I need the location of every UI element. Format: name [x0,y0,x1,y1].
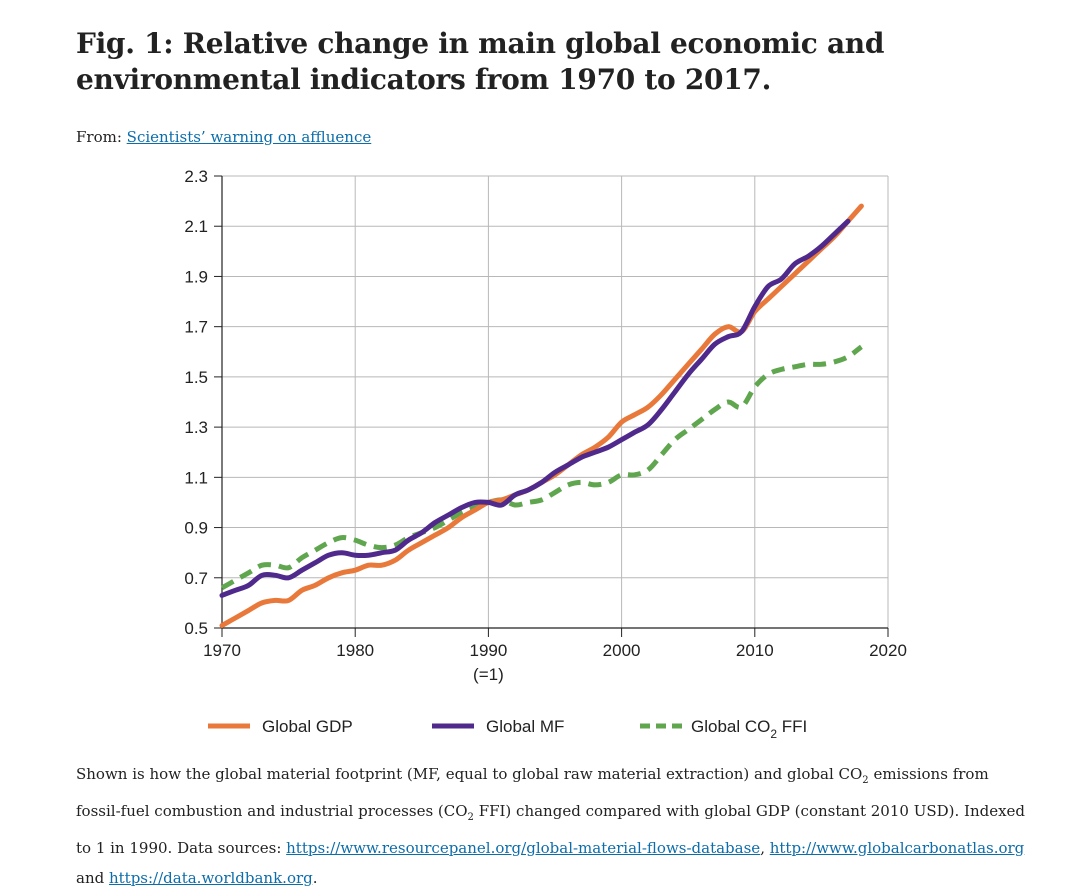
caption-text-1: Shown is how the global material footpri… [76,765,863,783]
y-tick-label: 2.1 [184,217,208,236]
y-tick-label: 1.1 [184,468,208,487]
axes: 0.5 0.7 0.9 1.1 1.3 1.5 1.7 1.9 2.1 2.3 1970 1980 19… [184,167,907,684]
caption-text-3: FFI) changed compared with global GDP (c… [76,802,1026,857]
caption-link-globalcarbonatlas[interactable]: http://www.globalcarbonatlas.org [769,839,1025,857]
caption-sub-2: 2 [467,812,474,823]
legend-label-co2: Global CO2 FFI [691,717,807,741]
x-tick-label: 1980 [336,641,374,660]
y-tick-label: 1.7 [184,318,208,337]
from-label: From: [76,128,122,146]
caption-text-5: and [76,869,109,887]
y-tick-label: 2.3 [184,167,208,186]
legend-co2-suffix: FFI [777,717,807,736]
caption-text-6: . [312,869,318,887]
x-tick-label: 2010 [736,641,774,660]
y-tick-label: 0.9 [184,519,208,538]
y-tick-label: 1.9 [184,267,208,286]
figure-title: Fig. 1: Relative change in main global e… [76,27,885,96]
y-tick-label: 0.5 [184,619,208,638]
series-lines [219,203,864,628]
x-tick-label: 1970 [203,641,241,660]
caption-sub-1: 2 [862,775,869,786]
source-article-link[interactable]: Scientists’ warning on affluence [126,128,372,146]
line-chart: 0.5 0.7 0.9 1.1 1.3 1.5 1.7 1.9 2.1 2.3 1970 1980 19… [184,167,907,741]
x-tick-label: 2000 [603,641,641,660]
y-tick-label: 1.3 [184,418,208,437]
grid [222,175,889,628]
caption-text-4: , [760,839,770,857]
from-line: From: Scientists’ warning on affluence [76,128,371,146]
legend-label-mf: Global MF [486,717,564,736]
x-tick-label: 1990 [469,641,507,660]
series-line-co2 [220,344,863,590]
x-tick-sublabel: (=1) [473,665,504,684]
figure-caption: Shown is how the global material footpri… [76,759,1036,893]
caption-link-resourcepanel[interactable]: https://www.resourcepanel.org/global-mat… [286,839,761,857]
legend-label-gdp: Global GDP [262,717,353,736]
caption-link-worldbank[interactable]: https://data.worldbank.org [108,869,313,887]
x-tick-label: 2020 [869,641,907,660]
caption-text-2: emissions from fossil-fuel combustion an… [76,765,989,820]
y-tick-label: 0.7 [184,569,208,588]
legend-co2-prefix: Global CO [691,717,770,736]
y-tick-label: 1.5 [184,368,208,387]
legend: Global GDP Global MF Global CO2 FFI [208,717,807,741]
series-line-mf [219,218,851,598]
legend-co2-subscript: 2 [770,727,777,741]
